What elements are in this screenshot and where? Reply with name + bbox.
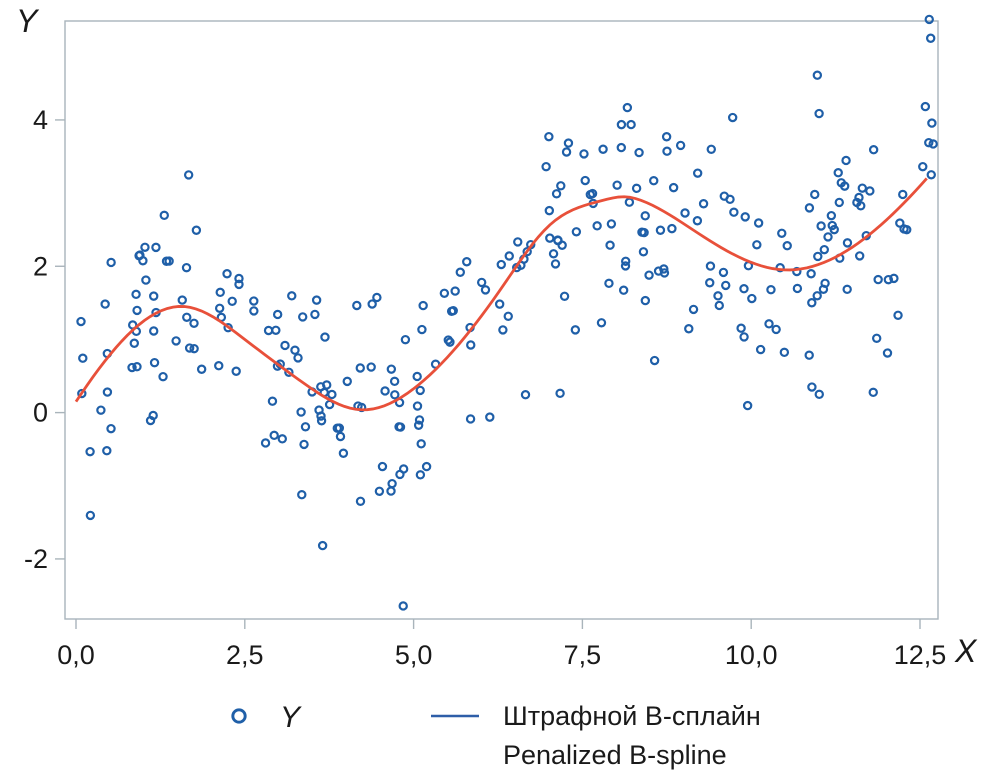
svg-text:Штрафной B-сплайн: Штрафной B-сплайн	[503, 701, 761, 731]
svg-text:Y: Y	[16, 3, 40, 39]
svg-text:4: 4	[33, 105, 48, 135]
svg-text:Penalized B-spline: Penalized B-spline	[503, 740, 727, 770]
svg-text:2,5: 2,5	[226, 640, 264, 670]
svg-text:10,0: 10,0	[725, 640, 778, 670]
svg-text:Y: Y	[280, 701, 302, 734]
svg-text:12,5: 12,5	[894, 640, 947, 670]
svg-text:-2: -2	[24, 544, 48, 574]
svg-text:X: X	[954, 633, 978, 669]
svg-text:7,5: 7,5	[564, 640, 602, 670]
svg-text:5,0: 5,0	[395, 640, 433, 670]
svg-text:0,0: 0,0	[57, 640, 95, 670]
svg-text:0: 0	[33, 398, 48, 428]
svg-text:2: 2	[33, 251, 48, 281]
